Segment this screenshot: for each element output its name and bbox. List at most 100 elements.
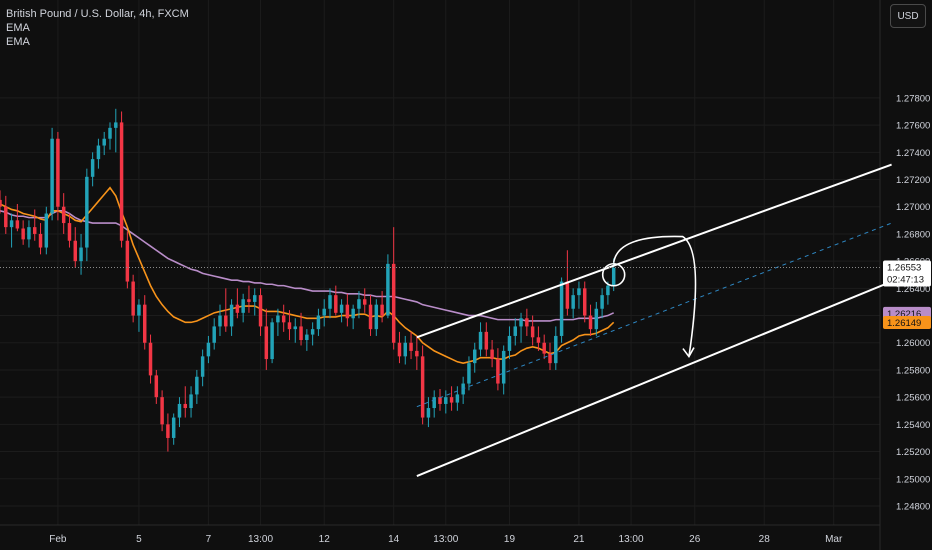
candle-body — [525, 318, 529, 327]
candle-body — [339, 304, 344, 313]
candle-body — [102, 138, 106, 146]
candle-body — [258, 295, 263, 327]
candle-body — [507, 335, 512, 351]
candle-body — [143, 304, 147, 343]
x-tick-label: 7 — [206, 534, 212, 545]
price-badge-countdown: 02:47:13 — [887, 275, 924, 286]
y-tick-label: 1.26000 — [896, 338, 930, 349]
symbol-title[interactable]: British Pound / U.S. Dollar, 4h, FXCM — [6, 8, 189, 20]
candles — [0, 108, 616, 452]
x-tick-label: 5 — [136, 534, 142, 545]
candle-body — [397, 342, 402, 357]
candle-body — [444, 397, 448, 404]
y-tick-label: 1.27400 — [896, 148, 930, 159]
candle-body — [530, 326, 535, 338]
candle-body — [90, 159, 95, 177]
candle-body — [403, 342, 407, 357]
y-tick-label: 1.27000 — [896, 202, 930, 213]
channel-lower-line — [416, 280, 892, 477]
candle-body — [577, 288, 581, 296]
price-badge — [883, 315, 931, 329]
candle-body — [496, 359, 500, 384]
candle-body — [224, 315, 228, 327]
candle-body — [96, 145, 101, 160]
candle-body — [449, 397, 454, 403]
candle-body — [380, 304, 384, 316]
candle-body — [415, 350, 419, 357]
candle-body — [316, 315, 321, 330]
candle-body — [305, 334, 309, 341]
candle-body — [484, 331, 489, 350]
candle-body — [611, 267, 616, 286]
candle-body — [334, 295, 338, 313]
x-tick-label: Mar — [825, 534, 843, 545]
candle-body — [600, 295, 604, 309]
forecast-arrowhead — [682, 347, 695, 359]
candle-body — [0, 199, 2, 207]
candle-body — [241, 299, 245, 313]
price-badge-text: 1.26553 — [887, 263, 921, 274]
candle-body — [200, 356, 205, 377]
candle-body — [166, 424, 170, 438]
forecast-arrow — [612, 235, 697, 357]
candle-body — [357, 299, 361, 309]
candle-body — [536, 337, 541, 343]
time-axis: Feb 5 7 13:00 12 14 13:00 19 21 13:00 26 28 Mar — [0, 524, 880, 545]
candle-body — [137, 304, 141, 316]
candle-body — [606, 285, 610, 296]
candle-body — [368, 304, 373, 330]
candle-body — [235, 304, 240, 313]
candle-body — [386, 263, 390, 316]
drawings[interactable] — [0, 163, 892, 477]
x-tick-label: 14 — [388, 534, 400, 545]
candle-body — [73, 240, 77, 262]
candle-body — [374, 304, 379, 330]
candle-body — [345, 304, 350, 319]
candle-body — [108, 127, 112, 139]
y-tick-label: 1.27600 — [896, 121, 930, 132]
candle-body — [33, 227, 37, 234]
y-tick-label: 1.25600 — [896, 393, 930, 404]
candle-body — [548, 353, 552, 364]
currency-button[interactable]: USD — [890, 4, 926, 28]
candle-body — [125, 240, 130, 282]
price-badge — [883, 260, 931, 287]
candle-body — [114, 122, 118, 128]
x-tick-label: 12 — [319, 534, 331, 545]
y-tick-label: 1.25800 — [896, 365, 930, 376]
candle-body — [27, 227, 31, 240]
candle-body — [490, 349, 494, 360]
candle-body — [542, 342, 546, 354]
candle-body — [363, 299, 367, 305]
candle-body — [61, 206, 66, 224]
candle-body — [270, 322, 274, 360]
candle-body — [171, 417, 176, 438]
candle-body — [131, 281, 135, 316]
ema-legend-2[interactable]: EMA — [6, 36, 30, 48]
x-tick-label: 13:00 — [619, 534, 644, 545]
grid — [0, 0, 880, 525]
candle-body — [276, 315, 280, 323]
y-tick-label: 1.26800 — [896, 229, 930, 240]
candle-body — [154, 375, 159, 398]
candle-body — [432, 397, 436, 409]
channel-upper-line — [416, 163, 892, 339]
candle-body — [212, 326, 216, 343]
candle-body — [44, 213, 49, 248]
x-tick-label: 26 — [689, 534, 701, 545]
chart-legend: British Pound / U.S. Dollar, 4h, FXCM EM… — [6, 7, 189, 49]
ema-legend-1[interactable]: EMA — [6, 22, 30, 34]
x-tick-label: 13:00 — [248, 534, 273, 545]
candle-body — [229, 304, 234, 327]
candle-body — [177, 403, 182, 418]
price-badge-text: 1.26149 — [887, 318, 921, 329]
candle-body — [195, 376, 199, 395]
y-tick-label: 1.25000 — [896, 474, 930, 485]
candle-body — [15, 220, 20, 229]
x-tick-label: 21 — [573, 534, 585, 545]
candle-body — [206, 342, 211, 357]
candle-body — [67, 223, 72, 241]
y-tick-label: 1.26400 — [896, 284, 930, 295]
